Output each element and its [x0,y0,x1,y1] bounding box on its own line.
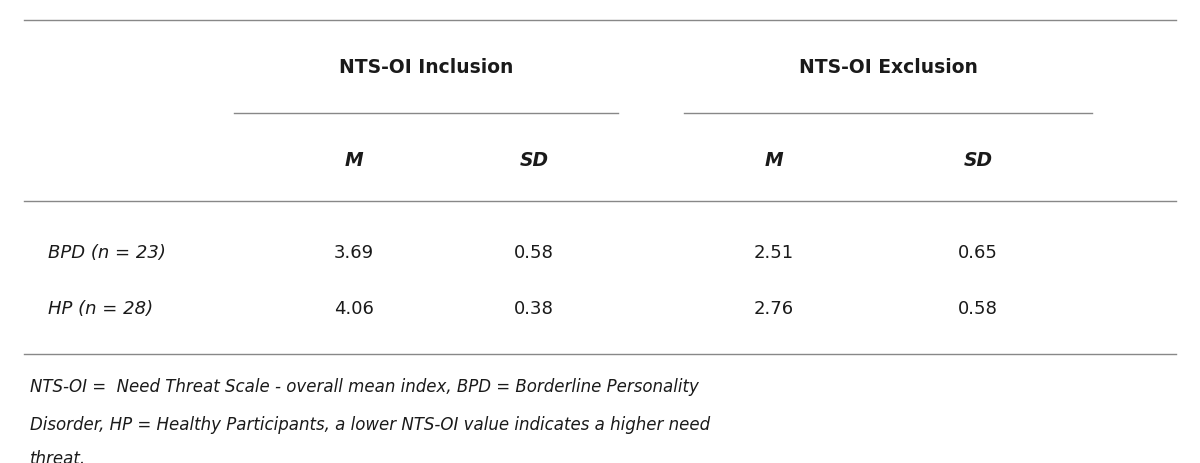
Text: SD: SD [964,150,992,169]
Text: BPD (n = 23): BPD (n = 23) [48,244,166,261]
Text: 0.38: 0.38 [514,299,554,317]
Text: 0.58: 0.58 [514,244,554,261]
Text: 3.69: 3.69 [334,244,374,261]
Text: Disorder, HP = Healthy Participants, a lower NTS-OI value indicates a higher nee: Disorder, HP = Healthy Participants, a l… [30,415,710,432]
Text: HP (n = 28): HP (n = 28) [48,299,154,317]
Text: threat.: threat. [30,450,86,463]
Text: 4.06: 4.06 [334,299,374,317]
Text: NTS-OI Inclusion: NTS-OI Inclusion [338,58,514,76]
Text: 0.58: 0.58 [958,299,998,317]
Text: NTS-OI =  Need Threat Scale - overall mean index, BPD = Borderline Personality: NTS-OI = Need Threat Scale - overall mea… [30,378,698,395]
Text: 2.76: 2.76 [754,299,794,317]
Text: M: M [764,150,784,169]
Text: 2.51: 2.51 [754,244,794,261]
Text: SD: SD [520,150,548,169]
Text: NTS-OI Exclusion: NTS-OI Exclusion [798,58,978,76]
Text: 0.65: 0.65 [958,244,998,261]
Text: M: M [344,150,364,169]
